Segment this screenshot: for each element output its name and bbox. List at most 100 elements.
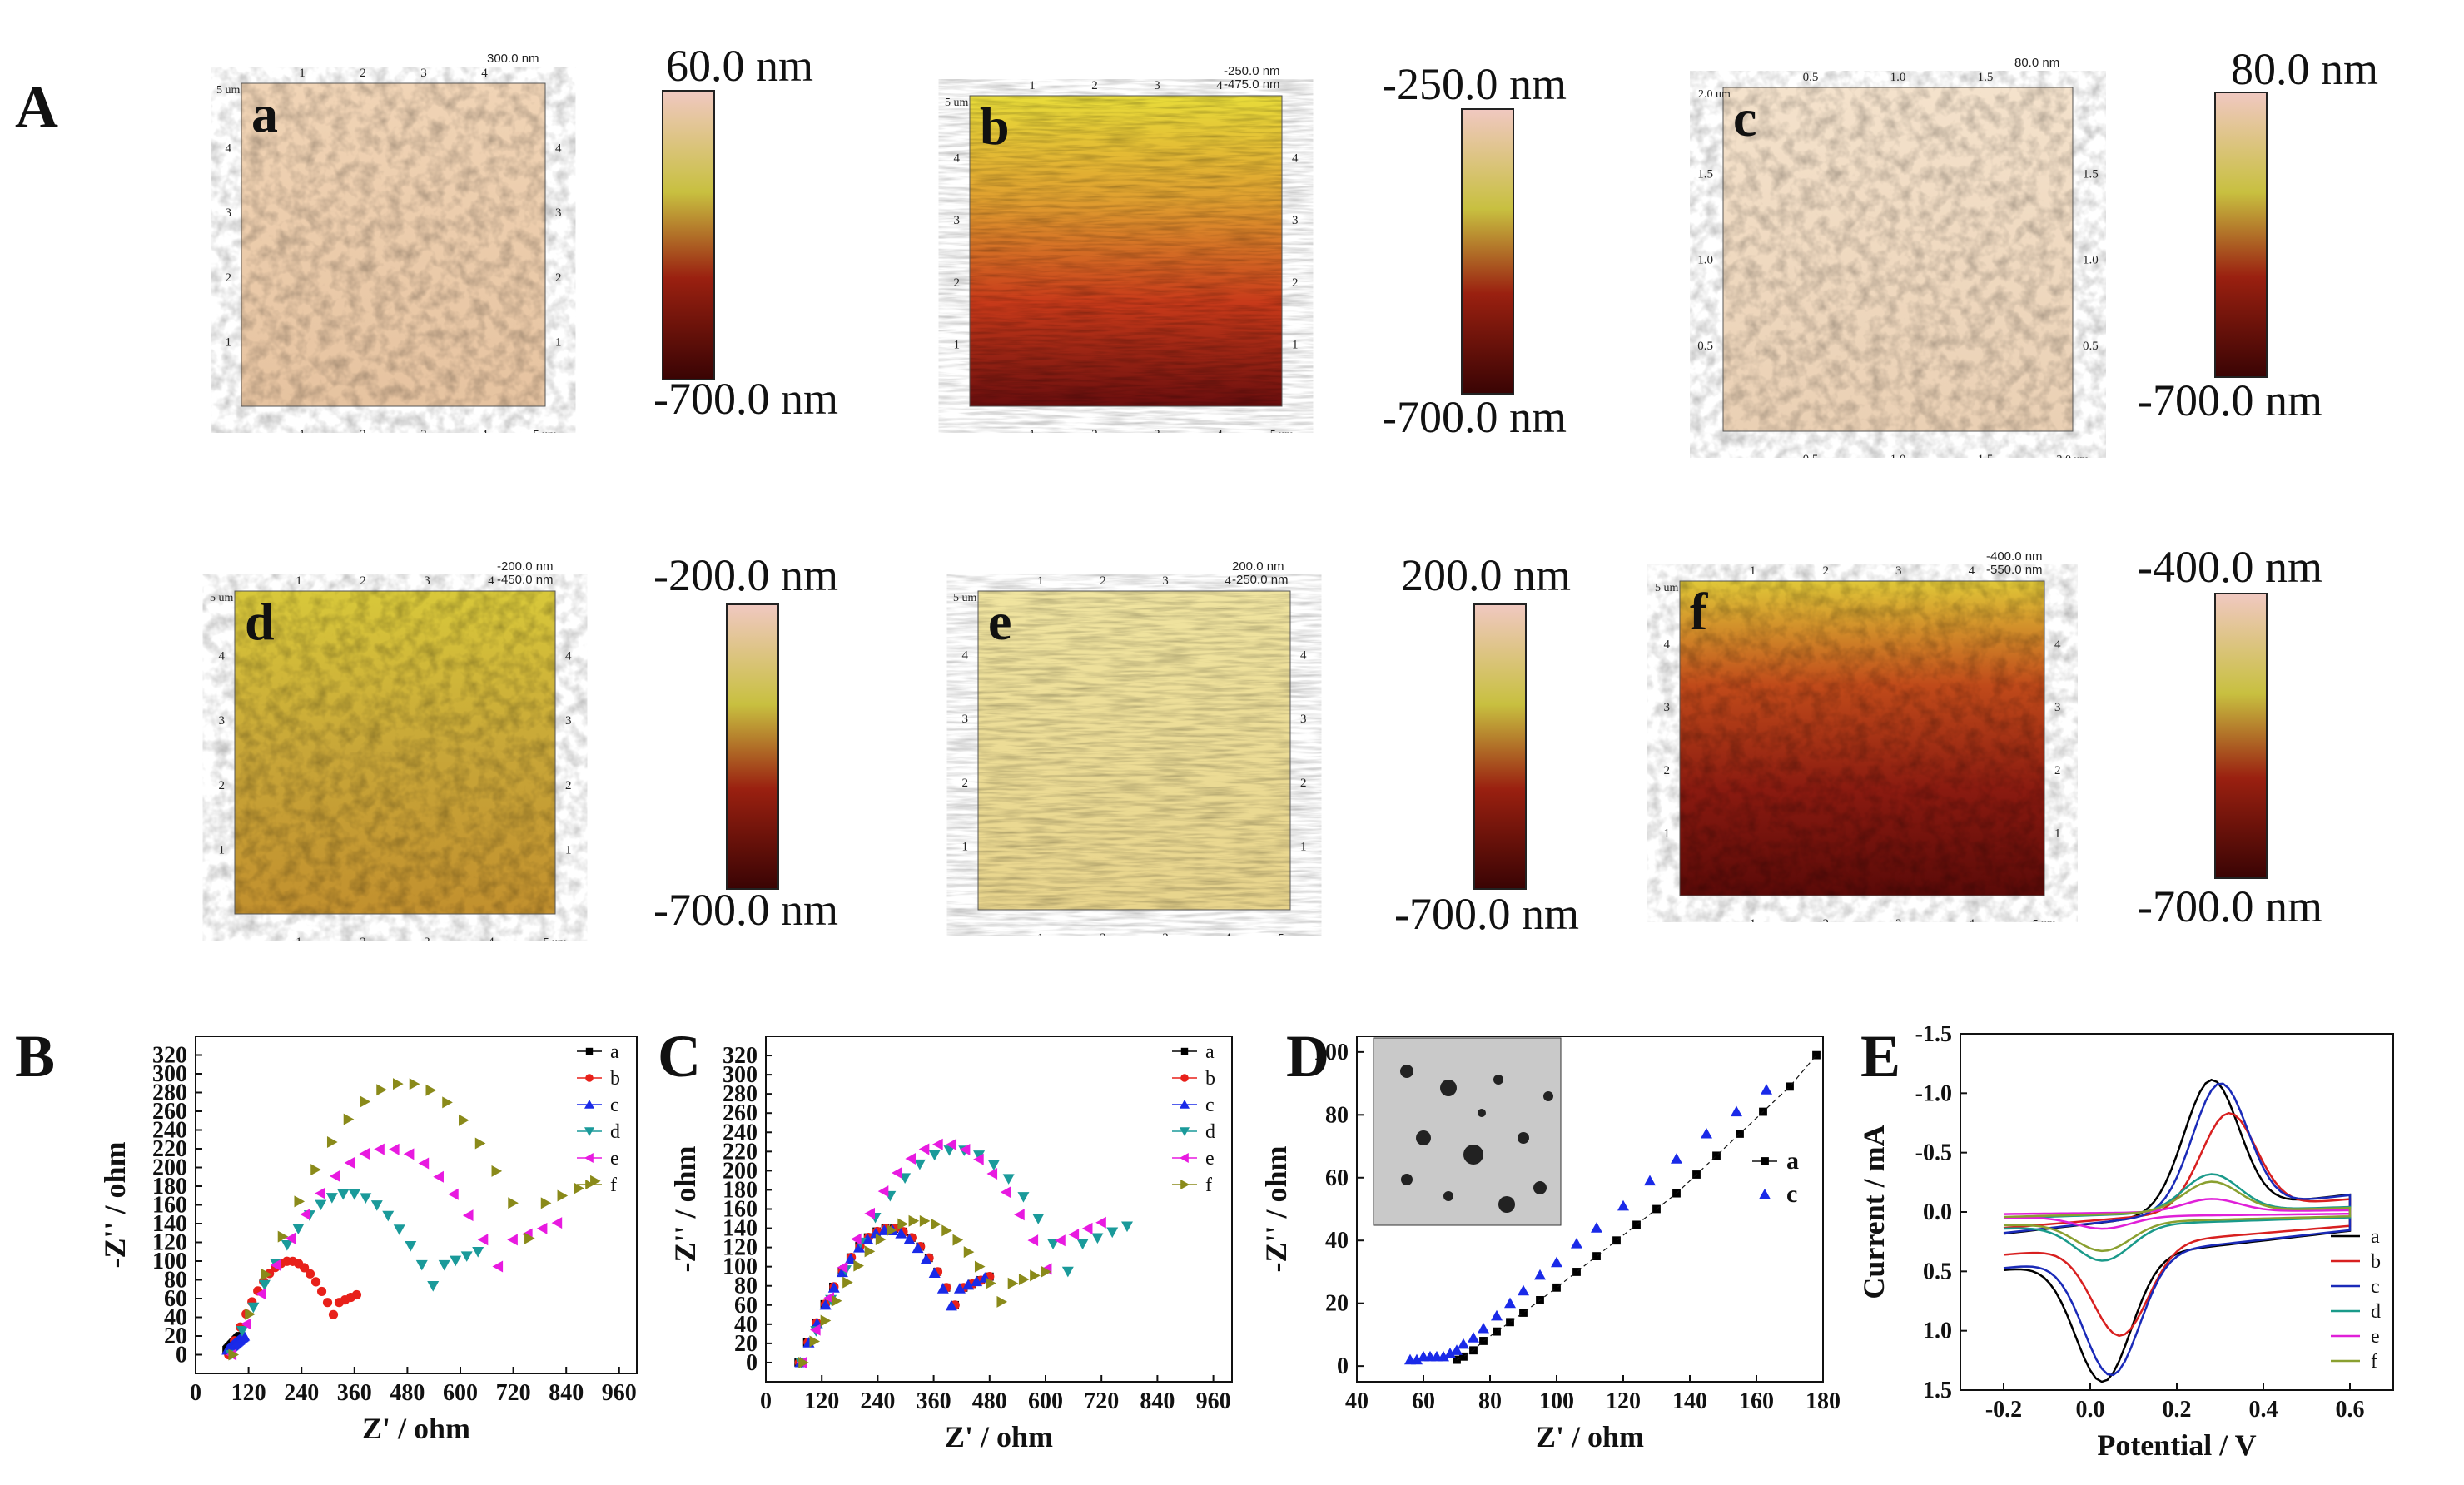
point-D-a [1506,1318,1514,1327]
point-C-c [912,1242,924,1254]
afm-tick-top-e: 4 [1225,574,1231,588]
point-B-e [492,1260,504,1273]
afm-axis-unit-f: 5 um [2033,918,2057,922]
colorbar-top-label-d: -200.0 nm [653,550,838,600]
point-D-c [1438,1350,1449,1362]
ytick-label-B: 160 [152,1193,187,1219]
afm-tick-bot-f: 3 [1895,917,1902,922]
point-B-e [389,1143,400,1155]
afm-tick-bot-e: 4 [1225,931,1231,936]
xtick-label-C: 240 [860,1388,895,1414]
xtick-label-B: 480 [390,1380,425,1406]
afm-texture-e [978,591,1290,910]
afm-tick-left-b: 4 [954,152,961,166]
afm-tick-right-d: 1 [565,843,572,857]
point-D-c [1534,1269,1546,1280]
ytick-label-C: 120 [723,1235,758,1261]
ytick-label-B: 220 [152,1136,187,1162]
afm-tick-left-e: 1 [962,840,969,853]
afm-frame-a [241,82,546,407]
ytick-label-C: 320 [723,1043,758,1069]
xlabel-B: Z' / ohm [362,1412,470,1445]
point-C-f [842,1276,853,1289]
point-C-f [996,1295,1008,1308]
afm-tick-top-b: 3 [1154,79,1160,92]
point-B-f [326,1136,338,1149]
xtick-label-B: 120 [231,1380,266,1406]
point-C-d [1017,1192,1030,1203]
point-D-c [1551,1256,1562,1268]
afm-axis-unit-left-f: 5 um [1655,582,1679,594]
afm-letter-d: d [245,592,275,651]
afm-tick-top-e: 1 [1037,574,1044,588]
point-B-e [448,1188,459,1200]
inset-particle [1478,1109,1486,1117]
afm-tick-right-c: 0.5 [2083,340,2099,353]
afm-corner-top-a: 300.0 nm [487,52,539,66]
point-C-f [919,1214,931,1227]
point-B-d [460,1251,473,1262]
point-C-e [986,1167,998,1180]
point-C-f [820,1314,832,1327]
point-D-a [1786,1082,1794,1091]
xtick-label-B: 960 [602,1380,637,1406]
point-D-a [1736,1130,1744,1138]
afm-tick-right-a: 1 [555,335,562,349]
point-B-e [477,1234,489,1246]
afm-texture-d [235,591,555,914]
xtick-label-B: 360 [337,1380,372,1406]
afm-frame-b [969,95,1283,407]
point-B-f [540,1197,552,1209]
point-D-c [1671,1153,1682,1164]
point-C-f [897,1218,908,1230]
afm-corner-bottom-d: -450.0 nm [497,573,554,587]
inset-particle [1400,1065,1413,1078]
afm-tick-bot-a: 4 [481,428,488,433]
point-C-f [831,1294,842,1307]
plot-frame-B [195,1036,638,1374]
afm-tick-right-a: 3 [555,206,562,220]
panel-label-C: C [658,1023,701,1090]
point-B-f [574,1182,584,1194]
point-C-f [853,1259,864,1272]
point-C-c [971,1275,983,1287]
afm-image-a: 1 1 1 1 2 2 2 2 3 3 3 3 4 4 4 4 5 um 5 um [216,67,562,433]
afm-tick-right-f: 2 [2054,764,2061,777]
afm-tick-top-e: 2 [1100,574,1106,588]
ylabel-C: -Z'' / ohm [668,1145,702,1272]
afm-tick-left-a: 1 [226,335,232,349]
xtick-label-C: 120 [804,1388,839,1414]
xtick-label-C: 0 [760,1388,772,1414]
point-C-e [1081,1222,1093,1234]
colorbar-d [726,603,779,890]
afm-tick-right-e: 4 [1300,649,1307,663]
point-B-d [427,1281,440,1292]
afm-texture-b [970,96,1282,406]
xtick-label-E: 0.2 [2163,1397,2192,1423]
point-B-b [328,1309,339,1319]
point-C-c [962,1279,975,1290]
point-C-e [877,1185,889,1198]
point-B-d [405,1241,417,1252]
afm-tick-top-b: 4 [1216,79,1223,92]
ytick-label-B: 40 [164,1305,187,1331]
ytick-label-C: 180 [723,1177,758,1203]
point-B-f [491,1165,503,1177]
ytick-label-C: 80 [734,1274,758,1299]
point-D-c [1478,1322,1489,1334]
xtick-label-B: 0 [190,1380,201,1406]
ytick-label-C: 0 [746,1350,758,1376]
point-C-f [1030,1269,1041,1282]
afm-tick-bot-a: 3 [420,428,427,433]
point-B-e [315,1187,325,1199]
afm-tick-left-e: 4 [962,649,969,663]
point-C-d [913,1159,926,1170]
point-C-f [1018,1274,1030,1286]
afm-tick-right-f: 4 [2054,638,2061,652]
point-D-c [1458,1338,1469,1349]
ylabel-B: -Z'' / ohm [98,1141,132,1268]
ytick-label-E: -1.0 [1915,1080,1952,1106]
afm-tick-top-c: 1.5 [1978,71,1994,84]
afm-tick-top-d: 4 [488,574,494,588]
